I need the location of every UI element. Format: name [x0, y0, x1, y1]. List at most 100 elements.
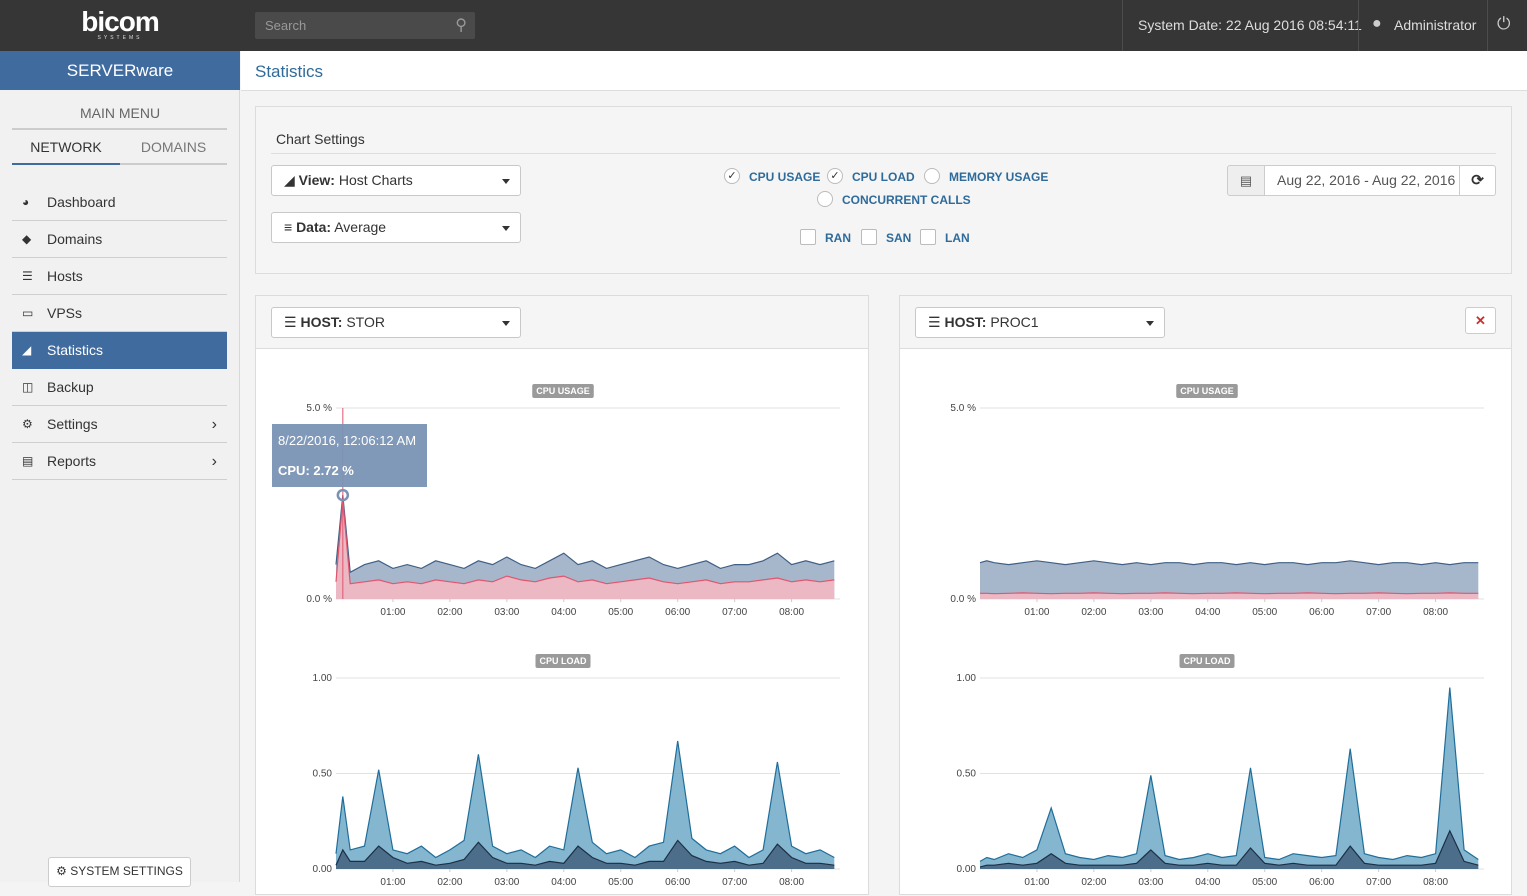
y-tick-label: 0.00 — [313, 864, 333, 875]
series-line — [336, 495, 834, 572]
series-area — [336, 500, 834, 599]
y-tick-label: 0.00 — [957, 864, 977, 875]
menu-label: VPSs — [47, 305, 82, 321]
date-range[interactable]: Aug 22, 2016 - Aug 22, 2016 — [1264, 165, 1460, 196]
view-select[interactable]: ◢ View: Host Charts — [271, 165, 521, 196]
network-checkbox[interactable] — [861, 229, 877, 245]
x-tick-label: 07:00 — [722, 607, 747, 618]
y-tick-label: 0.0 % — [950, 594, 976, 605]
select-value: Host Charts — [339, 172, 413, 188]
header: bicom SYSTEMS Search ⚲ System Date: 22 A… — [0, 0, 1527, 51]
series-line — [980, 593, 1478, 594]
metric-label: CPU LOAD — [852, 170, 915, 184]
chart-settings: Chart Settings ◢ View: Host Charts ≡ Dat… — [255, 106, 1512, 274]
menu-item[interactable]: ◕Dashboard — [12, 184, 227, 221]
metric-toggle[interactable] — [924, 168, 940, 184]
metric-toggle[interactable]: ✓ — [724, 168, 740, 184]
metric-label: MEMORY USAGE — [949, 170, 1048, 184]
menu-item[interactable]: ⚙Settings› — [12, 406, 227, 443]
tooltip-title: 8/22/2016, 12:06:12 AM — [278, 433, 416, 448]
x-tick-label: 04:00 — [1195, 607, 1220, 618]
settings-title: Chart Settings — [276, 131, 365, 147]
divider — [271, 153, 1496, 154]
x-tick-label: 04:00 — [551, 877, 576, 888]
separator — [1487, 0, 1488, 51]
y-tick-label: 5.0 % — [950, 403, 976, 414]
chart-badge-text: CPU LOAD — [540, 656, 588, 666]
network-checkbox[interactable] — [800, 229, 816, 245]
menu-item-active[interactable]: ◢Statistics — [12, 332, 227, 369]
chart-badge-text: CPU LOAD — [1184, 656, 1232, 666]
menu-title: MAIN MENU — [0, 105, 240, 121]
divider — [12, 128, 227, 130]
menu-item[interactable]: ▤Reports› — [12, 443, 227, 480]
x-tick-label: 01:00 — [380, 607, 405, 618]
refresh-button[interactable]: ⟳ — [1459, 165, 1496, 196]
x-tick-label: 08:00 — [779, 877, 804, 888]
tab-domains[interactable]: DOMAINS — [120, 139, 227, 155]
menu-label: Domains — [47, 231, 102, 247]
x-tick-label: 04:00 — [551, 607, 576, 618]
chart-badge-text: CPU USAGE — [536, 386, 590, 396]
x-tick-label: 08:00 — [1423, 877, 1448, 888]
select-value: Average — [334, 219, 386, 235]
menu-item[interactable]: ☰Hosts — [12, 258, 227, 295]
y-tick-label: 1.00 — [313, 673, 333, 684]
x-tick-label: 07:00 — [722, 877, 747, 888]
x-tick-label: 01:00 — [380, 877, 405, 888]
x-tick-label: 02:00 — [437, 877, 462, 888]
x-tick-label: 07:00 — [1366, 877, 1391, 888]
sidebar: SERVERware MAIN MENU NETWORK DOMAINS ◕Da… — [0, 51, 240, 882]
x-tick-label: 02:00 — [437, 607, 462, 618]
x-tick-label: 03:00 — [494, 877, 519, 888]
metric-toggle[interactable]: ✓ — [827, 168, 843, 184]
network-label: RAN — [825, 231, 851, 245]
x-tick-label: 05:00 — [608, 877, 633, 888]
tooltip-text: CPU: 2.72 % — [278, 463, 354, 478]
panel-charts: 0.0 %5.0 %01:0002:0003:0004:0005:0006:00… — [900, 296, 1511, 896]
network-checkbox[interactable] — [920, 229, 936, 245]
network-label: SAN — [886, 231, 911, 245]
search-icon[interactable]: ⚲ — [455, 15, 467, 35]
x-tick-label: 03:00 — [1138, 877, 1163, 888]
search-placeholder: Search — [265, 18, 306, 33]
menu-label: Backup — [47, 379, 94, 395]
x-tick-label: 06:00 — [665, 607, 690, 618]
menu-label: Reports — [47, 453, 96, 469]
series-area — [980, 688, 1478, 869]
product-name: SERVERware — [0, 51, 240, 90]
user-name[interactable]: Administrator — [1394, 17, 1476, 33]
x-tick-label: 06:00 — [665, 877, 690, 888]
x-tick-label: 05:00 — [1252, 607, 1277, 618]
x-tick-label: 02:00 — [1081, 877, 1106, 888]
x-tick-label: 07:00 — [1366, 607, 1391, 618]
x-tick-label: 02:00 — [1081, 607, 1106, 618]
panel-charts: 0.0 %5.0 %01:0002:0003:0004:0005:0006:00… — [256, 296, 868, 896]
y-tick-label: 0.50 — [957, 769, 977, 780]
system-date: System Date: 22 Aug 2016 08:54:11 — [1138, 17, 1362, 33]
x-tick-label: 03:00 — [494, 607, 519, 618]
menu-label: Settings — [47, 416, 98, 432]
logo: bicom — [0, 6, 240, 38]
calendar-icon[interactable]: ▤ — [1227, 165, 1265, 196]
system-settings-button[interactable]: ⚙ SYSTEM SETTINGS — [48, 857, 191, 887]
search-box[interactable]: Search ⚲ — [255, 12, 475, 39]
menu-item[interactable]: ◫Backup — [12, 369, 227, 406]
x-tick-label: 05:00 — [608, 607, 633, 618]
menu-item[interactable]: ▭VPSs — [12, 295, 227, 332]
metric-toggle[interactable] — [817, 191, 833, 207]
power-button[interactable]: ⏻ — [1497, 14, 1510, 34]
tab-underline — [120, 163, 227, 165]
menu-item[interactable]: ◆Domains — [12, 221, 227, 258]
menu-label: Dashboard — [47, 194, 116, 210]
x-tick-label: 01:00 — [1024, 607, 1049, 618]
metric-label: CPU USAGE — [749, 170, 820, 184]
host-panel: ☰ HOST: STOR 0.0 %5.0 %01:0002:0003:0004… — [255, 295, 869, 895]
x-tick-label: 05:00 — [1252, 877, 1277, 888]
menu-label: Hosts — [47, 268, 83, 284]
x-tick-label: 03:00 — [1138, 607, 1163, 618]
tab-network[interactable]: NETWORK — [12, 139, 120, 155]
y-tick-label: 5.0 % — [306, 403, 332, 414]
data-select[interactable]: ≡ Data: Average — [271, 212, 521, 243]
